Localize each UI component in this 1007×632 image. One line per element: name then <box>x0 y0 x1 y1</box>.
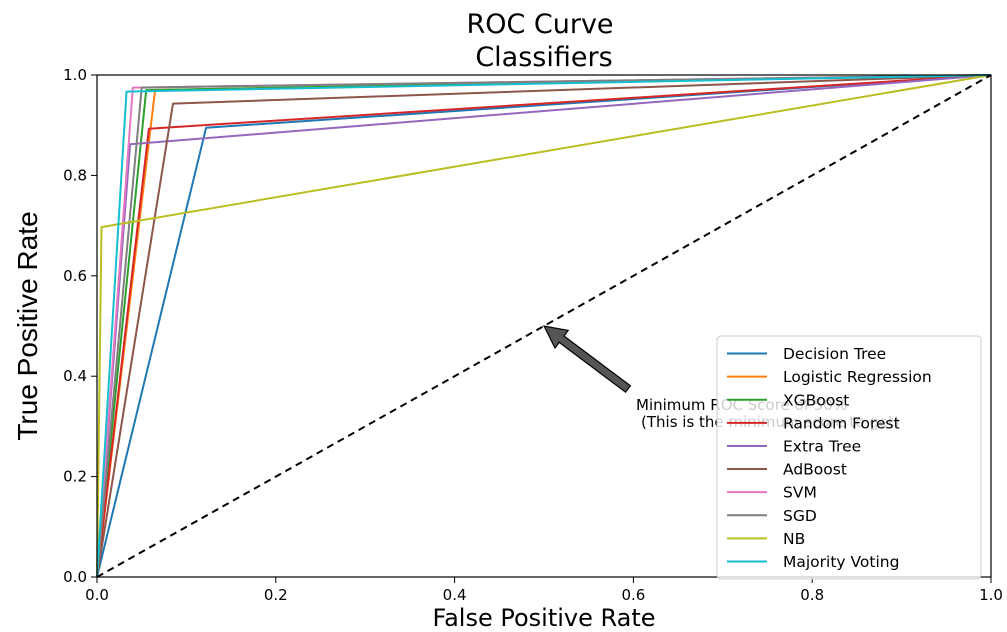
y-tick-label: 0.6 <box>63 267 87 285</box>
y-tick-label: 0.8 <box>63 166 87 184</box>
y-axis-label: True Positive Rate <box>12 211 43 440</box>
series-line-majority-voting <box>96 74 992 578</box>
x-tick-label: 1.0 <box>979 586 1003 604</box>
plot-lines <box>96 74 992 578</box>
legend-label: NB <box>783 530 805 548</box>
chart-title-line1: ROC Curve <box>466 9 613 40</box>
series-line-sgd <box>96 74 992 578</box>
legend-label: SGD <box>783 507 817 525</box>
x-axis-label: False Positive Rate <box>432 604 655 632</box>
y-tick-label: 0.4 <box>63 367 87 385</box>
legend-box <box>716 335 982 580</box>
x-tick-label: 0.0 <box>85 586 109 604</box>
baseline-diagonal <box>96 74 992 578</box>
x-tick-label: 0.4 <box>443 586 467 604</box>
legend-label: XGBoost <box>783 391 849 409</box>
x-tick-label: 0.6 <box>621 586 645 604</box>
y-tick-label: 1.0 <box>63 66 87 84</box>
legend-label: Majority Voting <box>783 553 899 571</box>
y-tick-label: 0.0 <box>63 568 87 586</box>
legend: Decision Tree Logistic Regression XGBoost R… <box>716 335 982 580</box>
series-line-adboost <box>96 74 992 578</box>
x-tick-label: 0.8 <box>800 586 824 604</box>
axis-ticks: 0.0 0.2 0.4 0.6 0.8 1.0 0.0 0.2 0.4 0.6 0.8 1.0 <box>63 66 1003 604</box>
legend-label: Extra Tree <box>783 437 861 455</box>
annotation-arrow <box>542 325 632 394</box>
series-line-random-forest <box>96 74 992 578</box>
chart-title-line2: Classifiers <box>475 42 612 73</box>
legend-label: SVM <box>783 484 817 502</box>
y-tick-label: 0.2 <box>63 468 87 486</box>
axes-frame <box>96 74 992 578</box>
x-tick-label: 0.2 <box>264 586 288 604</box>
series-line-nb <box>96 74 992 578</box>
legend-label: Decision Tree <box>783 345 886 363</box>
legend-label: Random Forest <box>783 414 900 432</box>
legend-label: AdBoost <box>783 461 847 479</box>
legend-label: Logistic Regression <box>783 368 932 386</box>
